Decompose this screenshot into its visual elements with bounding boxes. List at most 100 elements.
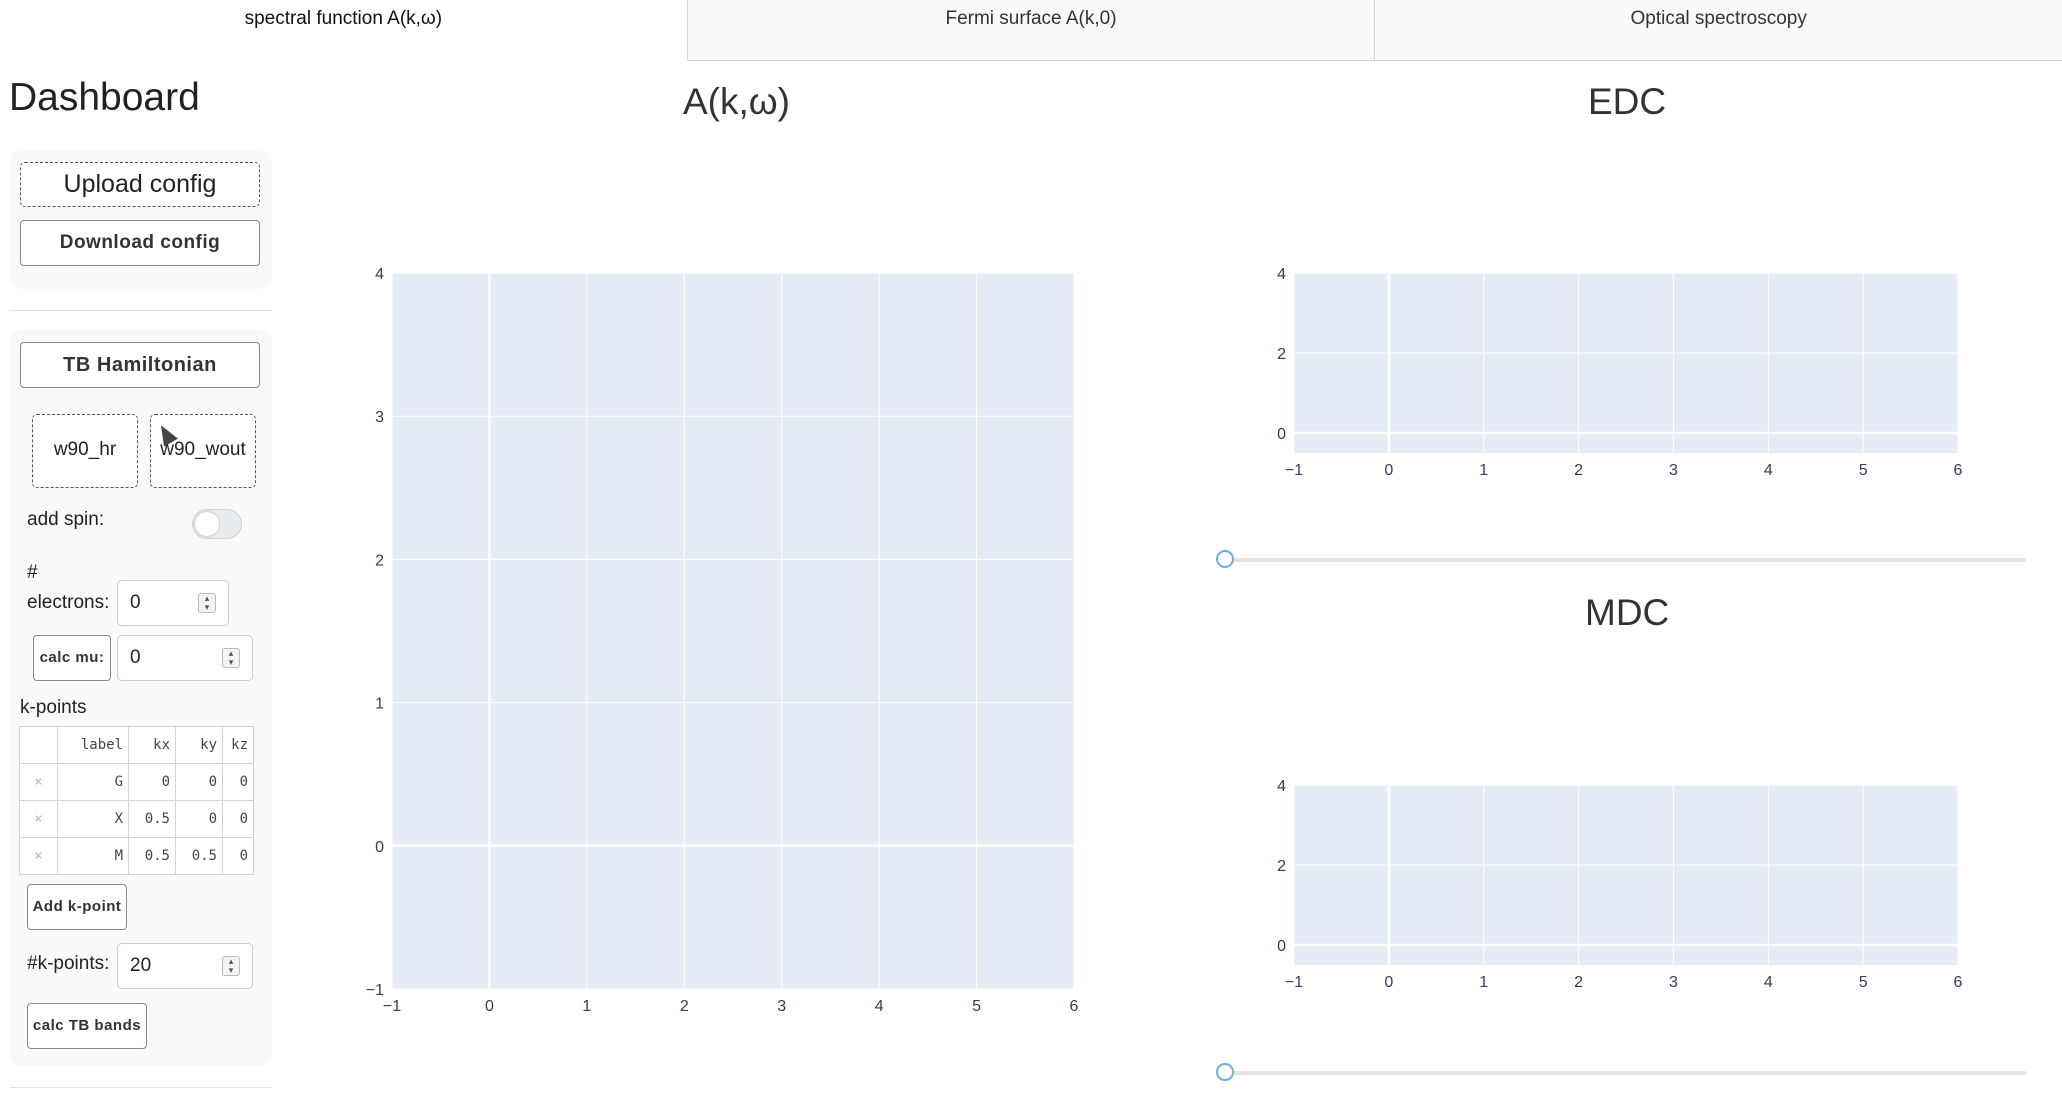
x-tick-label: 2 bbox=[1574, 462, 1583, 479]
x-tick-label: 3 bbox=[1669, 462, 1678, 479]
calc-mu-button[interactable]: calc mu: bbox=[33, 635, 111, 681]
x-tick-label: 0 bbox=[1384, 462, 1393, 479]
x-tick-label: 1 bbox=[582, 998, 591, 1015]
electrons-spinner-icon[interactable]: ▴ ▾ bbox=[198, 593, 216, 613]
x-tick-label: 6 bbox=[1070, 998, 1079, 1015]
table-cell[interactable]: 0 bbox=[222, 800, 254, 838]
table-header-ky: ky bbox=[175, 726, 223, 764]
x-tick-label: 4 bbox=[1764, 462, 1773, 479]
x-tick-label: 1 bbox=[1479, 462, 1488, 479]
table-cell[interactable]: 0 bbox=[175, 800, 223, 838]
tab-bar: spectral function A(k,ω) Fermi surface A… bbox=[0, 0, 2062, 62]
x-tick-label: 6 bbox=[1954, 462, 1963, 479]
tab-optical-spectroscopy[interactable]: Optical spectroscopy bbox=[1374, 0, 2062, 61]
delete-row-icon[interactable]: × bbox=[19, 837, 58, 875]
edc-slider-handle[interactable] bbox=[1216, 550, 1234, 568]
table-cell[interactable]: 0.5 bbox=[175, 837, 223, 875]
table-cell[interactable]: 0.5 bbox=[128, 800, 176, 838]
table-row: × G 0 0 0 bbox=[19, 763, 254, 801]
divider bbox=[10, 1087, 272, 1088]
y-tick-label: −1 bbox=[366, 982, 384, 999]
toggle-knob bbox=[195, 512, 219, 536]
table-cell[interactable]: G bbox=[57, 763, 129, 801]
mdc-plot-title: MDC bbox=[1585, 592, 1670, 633]
delete-row-icon[interactable]: × bbox=[19, 800, 58, 838]
mdc-chart[interactable]: −1 0 1 2 3 4 5 6 0 2 4 bbox=[1270, 767, 1990, 997]
mu-input[interactable]: 0 ▴ ▾ bbox=[117, 635, 253, 681]
table-cell[interactable]: 0 bbox=[222, 837, 254, 875]
table-cell[interactable]: 0 bbox=[128, 763, 176, 801]
plot-background bbox=[392, 273, 1074, 989]
add-spin-toggle[interactable] bbox=[192, 509, 242, 539]
x-tick-label: 3 bbox=[1669, 974, 1678, 991]
mdc-slider-handle[interactable] bbox=[1216, 1063, 1234, 1081]
nk-value: 20 bbox=[130, 955, 152, 976]
edc-slider[interactable] bbox=[1216, 550, 2026, 568]
page-title: Dashboard bbox=[9, 76, 200, 119]
x-tick-label: 5 bbox=[1859, 974, 1868, 991]
tab-fermi-surface[interactable]: Fermi surface A(k,0) bbox=[686, 0, 1375, 61]
add-kpoint-button[interactable]: Add k-point bbox=[27, 884, 127, 930]
x-tick-label: 4 bbox=[1764, 974, 1773, 991]
table-header-kx: kx bbox=[128, 726, 176, 764]
y-tick-label: 4 bbox=[1277, 778, 1286, 795]
y-tick-label: 2 bbox=[1277, 346, 1286, 363]
add-spin-label: add spin: bbox=[27, 509, 105, 530]
akw-heatmap-chart[interactable]: −1 0 1 2 3 4 5 6 −1 0 1 2 3 4 bbox=[360, 255, 1100, 1025]
nk-input[interactable]: 20 ▴ ▾ bbox=[117, 943, 253, 989]
x-tick-label: 5 bbox=[1859, 462, 1868, 479]
edc-plot-title: EDC bbox=[1588, 81, 1667, 122]
download-config-button[interactable]: Download config bbox=[20, 220, 260, 266]
kpoints-table: label kx ky kz × G 0 0 0 × X 0.5 0 0 × M… bbox=[19, 726, 254, 875]
table-header-delete bbox=[19, 726, 58, 764]
akw-plot-title: A(k,ω) bbox=[683, 81, 790, 122]
mu-spinner-icon[interactable]: ▴ ▾ bbox=[222, 648, 240, 668]
tab-spectral-function[interactable]: spectral function A(k,ω) bbox=[0, 0, 687, 61]
table-cell[interactable]: M bbox=[57, 837, 129, 875]
table-cell[interactable]: X bbox=[57, 800, 129, 838]
w90-wout-upload[interactable]: w90_wout bbox=[150, 414, 256, 488]
kpoints-label: k-points bbox=[20, 697, 87, 718]
table-row: × M 0.5 0.5 0 bbox=[19, 837, 254, 875]
table-header-kz: kz bbox=[222, 726, 254, 764]
calc-tb-bands-button[interactable]: calc TB bands bbox=[27, 1003, 147, 1049]
edc-chart[interactable]: −1 0 1 2 3 4 5 6 0 2 4 bbox=[1270, 255, 1990, 485]
y-tick-label: 4 bbox=[375, 266, 384, 283]
w90-hr-upload[interactable]: w90_hr bbox=[32, 414, 138, 488]
y-tick-label: 2 bbox=[375, 552, 384, 569]
y-tick-label: 1 bbox=[375, 696, 384, 713]
table-header-label: label bbox=[57, 726, 129, 764]
plot-background bbox=[1294, 785, 1958, 965]
y-tick-label: 3 bbox=[375, 409, 384, 426]
y-tick-label: 0 bbox=[1277, 426, 1286, 443]
x-tick-label: 0 bbox=[485, 998, 494, 1015]
table-header-row: label kx ky kz bbox=[19, 726, 254, 764]
divider bbox=[10, 310, 272, 311]
table-cell[interactable]: 0 bbox=[222, 763, 254, 801]
upload-config-button[interactable]: Upload config bbox=[20, 162, 260, 207]
y-tick-label: 0 bbox=[1277, 938, 1286, 955]
y-tick-label: 4 bbox=[1277, 266, 1286, 283]
plot-background bbox=[1294, 273, 1958, 453]
table-cell[interactable]: 0.5 bbox=[128, 837, 176, 875]
table-cell[interactable]: 0 bbox=[175, 763, 223, 801]
x-tick-label: 4 bbox=[875, 998, 884, 1015]
nk-spinner-icon[interactable]: ▴ ▾ bbox=[222, 956, 240, 976]
x-tick-label: 2 bbox=[680, 998, 689, 1015]
delete-row-icon[interactable]: × bbox=[19, 763, 58, 801]
x-tick-label: 6 bbox=[1954, 974, 1963, 991]
mdc-slider[interactable] bbox=[1216, 1063, 2026, 1081]
table-row: × X 0.5 0 0 bbox=[19, 800, 254, 838]
x-tick-label: 1 bbox=[1479, 974, 1488, 991]
y-tick-label: 0 bbox=[375, 839, 384, 856]
x-tick-label: 3 bbox=[777, 998, 786, 1015]
electrons-label: electrons: bbox=[27, 592, 110, 613]
electrons-input[interactable]: 0 ▴ ▾ bbox=[117, 580, 229, 626]
y-tick-label: 2 bbox=[1277, 858, 1286, 875]
mu-value: 0 bbox=[130, 647, 141, 668]
x-tick-label: 5 bbox=[972, 998, 981, 1015]
x-tick-label: 2 bbox=[1574, 974, 1583, 991]
nk-label: #k-points: bbox=[27, 953, 110, 974]
tb-hamiltonian-button[interactable]: TB Hamiltonian bbox=[20, 342, 260, 388]
x-tick-label: 0 bbox=[1384, 974, 1393, 991]
